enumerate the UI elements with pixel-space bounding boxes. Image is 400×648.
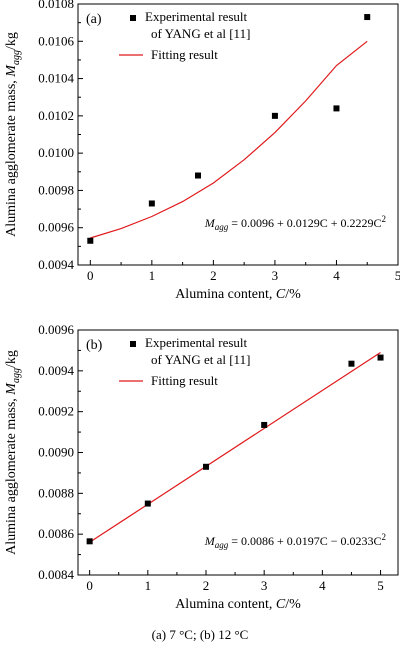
data-point [364, 14, 371, 21]
data-point [195, 172, 201, 179]
x-axis-label: Alumina content, C/% [175, 287, 301, 302]
y-axis-label: Alumina agglomerate mass, Magg/kg [4, 350, 22, 555]
y-tick-label: 0.0108 [38, 0, 74, 11]
y-tick-label: 0.0086 [38, 526, 74, 541]
x-tick-label: 3 [261, 578, 268, 593]
eq-rhs: = 0.0096 + 0.0129C + 0.2229C [228, 216, 381, 230]
x-axis-label-text: Alumina content, [175, 287, 276, 302]
x-tick-label: 5 [395, 268, 400, 283]
legend-label-experimental-source: of YANG et al [11] [151, 352, 250, 367]
chart-panel-a: 0 1 2 3 4 5 0.0094 0.0096 0.0098 0.0100 0.0102 0.01… [4, 0, 400, 302]
panel-label: (b) [86, 338, 103, 353]
legend-label-experimental: Experimental result [145, 335, 248, 350]
data-point [86, 538, 93, 545]
x-tick-label: 0 [86, 578, 93, 593]
y-tick-label: 0.0096 [38, 220, 74, 235]
x-axis-label-unit: /% [285, 287, 301, 302]
eq-sub: agg [215, 540, 229, 550]
y-axis-label-sub: agg [11, 50, 22, 65]
x-axis-label: Alumina content, C/% [175, 597, 301, 612]
y-axis-label: Alumina agglomerate mass, Magg/kg [4, 32, 22, 237]
eq-sub: agg [215, 222, 229, 232]
y-axis-label-var: M [4, 64, 19, 78]
y-tick-label: 0.0084 [38, 567, 74, 582]
fit-line [89, 351, 381, 543]
y-axis-label-text: Alumina agglomerate mass, [4, 395, 19, 555]
fit-equation: Magg = 0.0086 + 0.0197C − 0.0233C2 [204, 532, 386, 550]
data-point [333, 105, 340, 112]
x-tick-label: 4 [333, 268, 340, 283]
legend-label-experimental-source: of YANG et al [11] [151, 26, 250, 41]
y-tick-label: 0.0100 [38, 145, 74, 160]
data-point [203, 463, 209, 470]
data-point [148, 200, 155, 207]
eq-sup: 2 [382, 214, 387, 224]
x-tick-label: 1 [145, 578, 152, 593]
data-point [377, 354, 384, 361]
x-tick-label: 0 [87, 268, 94, 283]
legend-marker-square [130, 15, 136, 21]
x-axis-label-var: C [276, 287, 286, 302]
eq-rhs: = 0.0086 + 0.0197C − 0.0233C [228, 534, 381, 548]
y-tick-label: 0.0092 [38, 404, 74, 419]
y-axis-label-sub: agg [11, 368, 22, 383]
y-axis-label-unit: /kg [4, 32, 19, 50]
x-axis-label-text: Alumina content, [175, 597, 276, 612]
eq-var: M [204, 216, 216, 230]
x-axis-label-unit: /% [285, 597, 301, 612]
chart-panel-b: 0 1 2 3 4 5 0.0084 0.0086 0.0088 0.0090 0.0092 0.00… [4, 322, 399, 612]
data-point [271, 112, 278, 119]
data-point [261, 421, 268, 428]
legend-marker-square [130, 341, 136, 347]
y-tick-label: 0.0094 [38, 363, 74, 378]
x-tick-label: 4 [319, 578, 326, 593]
x-axis-label-var: C [276, 597, 286, 612]
y-axis-label-var: M [4, 382, 19, 396]
x-tick-label: 5 [377, 578, 384, 593]
fit-line [90, 40, 368, 239]
y-tick-label: 0.0106 [38, 33, 74, 48]
data-point [144, 500, 151, 507]
data-point [87, 237, 94, 244]
eq-sup: 2 [382, 532, 387, 542]
figure-caption: (a) 7 °C; (b) 12 °C [152, 627, 249, 642]
x-tick-label: 3 [272, 268, 279, 283]
panel-label: (a) [86, 12, 102, 27]
data-point [348, 360, 355, 367]
eq-var: M [204, 534, 216, 548]
fit-equation: Magg = 0.0096 + 0.0129C + 0.2229C2 [204, 214, 386, 232]
y-tick-label: 0.0088 [38, 485, 74, 500]
y-tick-label: 0.0104 [38, 71, 74, 86]
x-tick-label: 1 [149, 268, 156, 283]
y-tick-label: 0.0094 [38, 257, 74, 272]
y-axis-label-unit: /kg [4, 350, 19, 368]
y-tick-label: 0.0090 [38, 445, 74, 460]
y-axis-label-text: Alumina agglomerate mass, [4, 77, 19, 237]
x-tick-label: 2 [203, 578, 210, 593]
x-tick-label: 2 [210, 268, 217, 283]
y-tick-label: 0.0102 [38, 108, 74, 123]
legend-label-experimental: Experimental result [145, 9, 248, 24]
legend-label-fit: Fitting result [151, 47, 218, 62]
y-tick-label: 0.0096 [38, 322, 74, 337]
legend-label-fit: Fitting result [151, 373, 218, 388]
y-tick-label: 0.0098 [38, 182, 74, 197]
